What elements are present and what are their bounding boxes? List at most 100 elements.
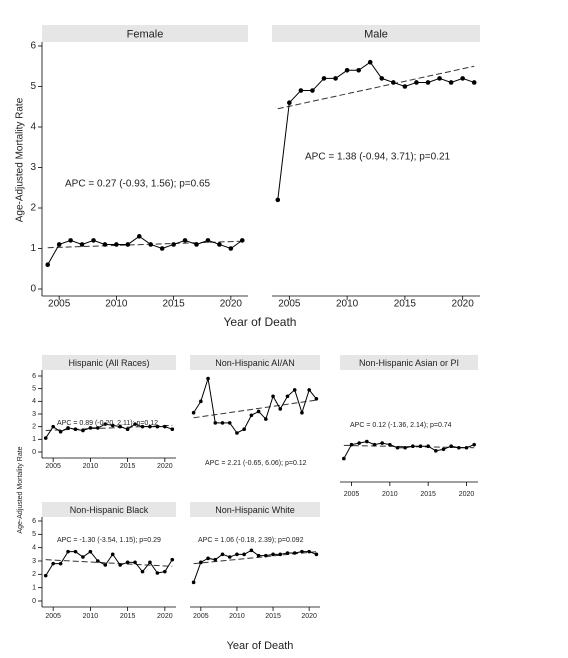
- x-tick-label: 2015: [265, 613, 281, 620]
- y-tick-label: 6: [30, 41, 36, 52]
- apc-annotation: APC = 2.21 (-0.65, 6.06); p=0.12: [205, 460, 307, 467]
- x-tick-label: 2020: [459, 491, 475, 498]
- data-point: [278, 407, 283, 411]
- data-point: [249, 413, 254, 418]
- data-line: [193, 549, 317, 583]
- y-tick-label: 4: [30, 122, 36, 133]
- data-point: [228, 246, 234, 251]
- data-line: [277, 61, 475, 200]
- panel-header: [42, 355, 176, 370]
- data-point: [148, 424, 152, 429]
- data-point: [472, 442, 476, 447]
- data-point: [342, 456, 346, 461]
- x-tick-label: 2020: [452, 299, 475, 310]
- data-point: [264, 553, 268, 558]
- data-point: [227, 555, 232, 559]
- panel-title: Male: [364, 28, 388, 40]
- y-tick-label: 0: [32, 449, 36, 456]
- data-point: [133, 560, 137, 565]
- data-point: [314, 552, 319, 557]
- apc-annotation: APC = 0.12 (-1.36, 2.14); p=0.74: [350, 422, 452, 429]
- data-point: [426, 444, 430, 449]
- data-point: [43, 436, 48, 440]
- data-point: [191, 580, 196, 585]
- data-point: [155, 424, 160, 429]
- data-point: [367, 59, 373, 65]
- data-point: [206, 556, 210, 561]
- data-point: [256, 553, 261, 558]
- data-point: [344, 68, 350, 73]
- x-tick-label: 2005: [344, 491, 360, 498]
- data-line: [45, 550, 173, 576]
- x-tick-label: 2020: [157, 463, 173, 470]
- data-point: [79, 242, 85, 247]
- trend-line: [277, 65, 475, 110]
- data-point: [235, 552, 239, 557]
- data-point: [73, 427, 78, 432]
- data-point: [51, 561, 55, 566]
- x-axis-title: Year of Death: [224, 315, 297, 329]
- data-point: [66, 549, 70, 554]
- data-point: [220, 421, 225, 425]
- apc-annotation: APC = 0.27 (-0.93, 1.56); p=0.65: [65, 179, 211, 190]
- data-point: [300, 410, 304, 415]
- data-point: [110, 552, 115, 557]
- data-point: [411, 444, 415, 449]
- data-point: [213, 421, 218, 425]
- data-point: [242, 427, 246, 432]
- data-point: [88, 426, 93, 430]
- data-point: [103, 422, 108, 426]
- y-tick-label: 5: [32, 386, 36, 393]
- data-point: [264, 417, 268, 421]
- panel-title: Hispanic (All Races): [68, 358, 149, 368]
- data-point: [163, 569, 167, 574]
- panel-title: Female: [127, 28, 164, 40]
- data-point: [314, 397, 319, 401]
- data-point: [118, 563, 122, 567]
- x-tick-label: 2010: [382, 491, 398, 498]
- data-point: [148, 242, 154, 247]
- x-tick-label: 2005: [45, 613, 61, 620]
- trend-line: [45, 424, 173, 431]
- data-point: [471, 80, 477, 85]
- data-point: [449, 444, 453, 449]
- data-point: [457, 445, 461, 450]
- apc-annotation: APC = 0.89 (-0.20, 2.11); p=0.12: [57, 420, 158, 427]
- data-point: [125, 427, 130, 432]
- panel-title: Non-Hispanic Black: [70, 505, 149, 515]
- data-point: [206, 376, 210, 381]
- panel-header: [42, 25, 248, 42]
- data-point: [414, 80, 419, 85]
- data-point: [136, 234, 142, 239]
- data-point: [125, 560, 130, 565]
- data-point: [66, 426, 70, 430]
- data-point: [96, 426, 100, 430]
- x-tick-label: 2015: [162, 299, 185, 310]
- x-tick-label: 2015: [420, 491, 436, 498]
- data-point: [380, 441, 384, 445]
- data-point: [298, 88, 304, 93]
- data-point: [81, 428, 85, 433]
- panel-header: [190, 355, 320, 370]
- y-tick-label: 5: [32, 531, 36, 538]
- data-point: [437, 76, 442, 81]
- y-tick-label: 0: [30, 284, 36, 295]
- data-point: [191, 410, 196, 415]
- data-point: [357, 441, 361, 445]
- data-point: [310, 88, 315, 93]
- data-point: [307, 388, 311, 392]
- data-point: [205, 238, 211, 243]
- y-tick-label: 2: [30, 203, 36, 214]
- data-point: [321, 76, 327, 81]
- panel-header: [340, 355, 478, 370]
- data-point: [391, 80, 396, 85]
- x-tick-label: 2020: [157, 613, 173, 620]
- x-axis-title: Year of Death: [227, 640, 294, 652]
- data-point: [68, 238, 73, 243]
- data-point: [140, 569, 145, 574]
- y-tick-label: 6: [32, 518, 36, 525]
- data-point: [395, 445, 400, 450]
- data-point: [118, 424, 122, 429]
- x-tick-label: 2005: [278, 299, 301, 310]
- data-point: [333, 76, 338, 81]
